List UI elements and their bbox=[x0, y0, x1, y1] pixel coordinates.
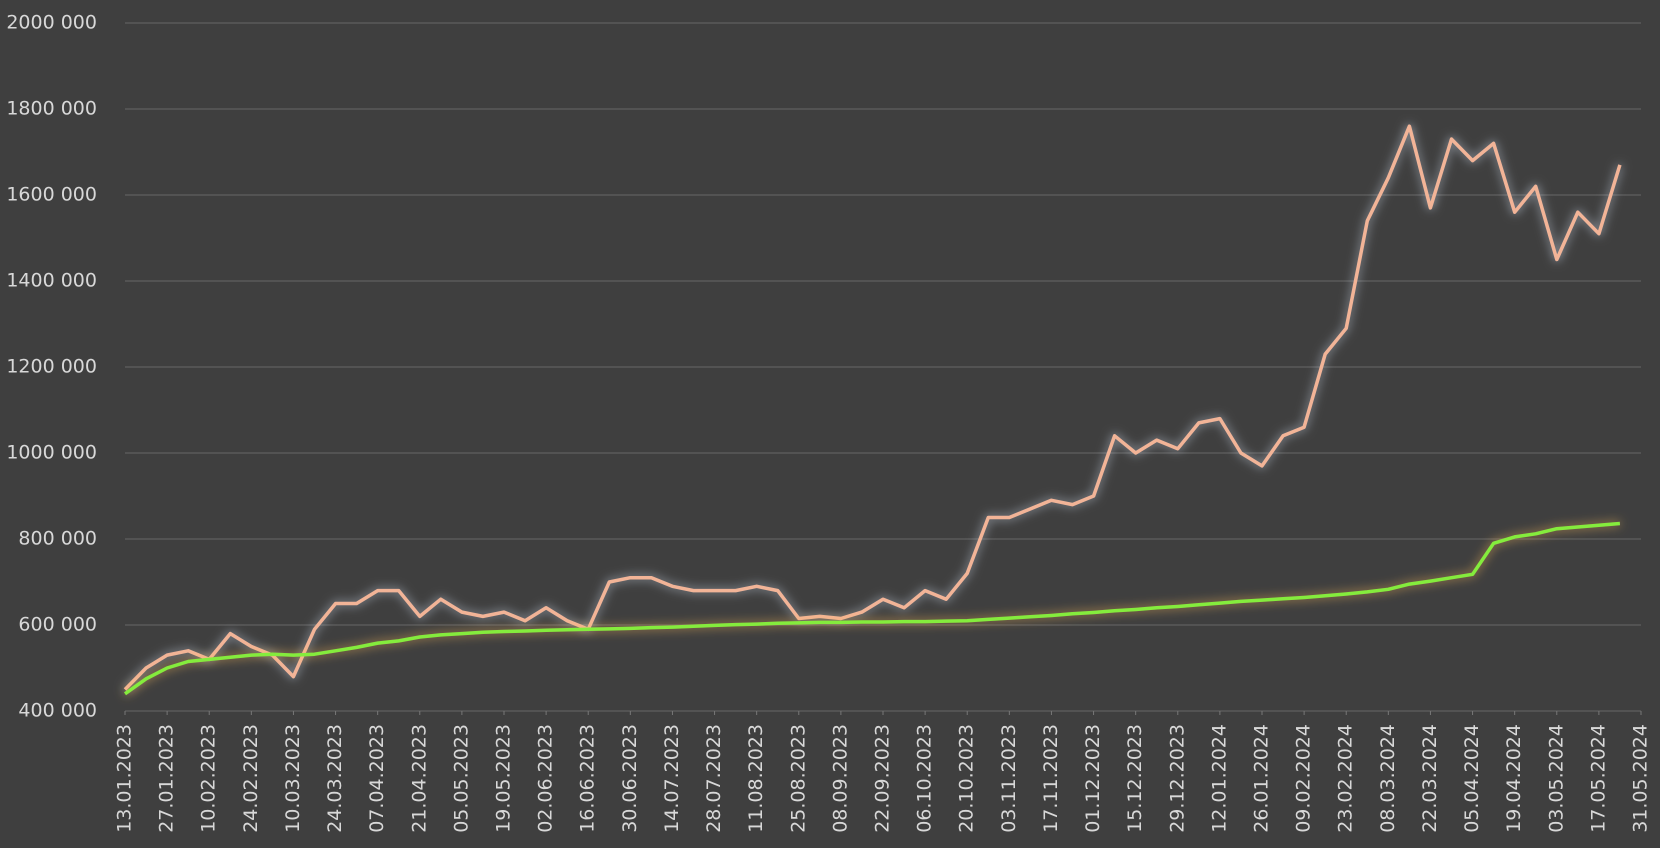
x-tick-label: 21.04.2023 bbox=[408, 724, 430, 833]
x-tick-label: 29.12.2023 bbox=[1166, 724, 1188, 833]
y-tick-label: 1800 000 bbox=[6, 98, 97, 120]
x-tick-label: 01.12.2023 bbox=[1082, 724, 1104, 833]
x-tick-label: 03.05.2024 bbox=[1545, 724, 1567, 833]
y-tick-label: 600 000 bbox=[18, 614, 97, 636]
x-tick-label: 08.09.2023 bbox=[829, 724, 851, 833]
x-tick-label: 11.08.2023 bbox=[745, 724, 767, 833]
x-tick-label: 16.06.2023 bbox=[577, 724, 599, 833]
y-tick-label: 1400 000 bbox=[6, 270, 97, 292]
x-tick-label: 22.09.2023 bbox=[872, 724, 894, 833]
x-tick-label: 24.02.2023 bbox=[240, 724, 262, 833]
x-tick-label: 27.01.2023 bbox=[156, 724, 178, 833]
x-tick-label: 03.11.2023 bbox=[998, 724, 1020, 833]
x-tick-label: 14.07.2023 bbox=[661, 724, 683, 833]
x-tick-label: 09.02.2024 bbox=[1293, 724, 1315, 833]
x-tick-label: 28.07.2023 bbox=[703, 724, 725, 833]
x-tick-label: 05.04.2024 bbox=[1461, 724, 1483, 833]
x-tick-label: 23.02.2024 bbox=[1335, 724, 1357, 833]
y-tick-label: 1600 000 bbox=[6, 184, 97, 206]
x-tick-label: 19.04.2024 bbox=[1503, 724, 1525, 833]
x-tick-label: 31.05.2024 bbox=[1630, 724, 1652, 833]
x-tick-label: 12.01.2024 bbox=[1208, 724, 1230, 833]
series-line bbox=[123, 521, 1621, 696]
y-tick-label: 2000 000 bbox=[6, 12, 97, 34]
x-tick-label: 25.08.2023 bbox=[787, 724, 809, 833]
y-tick-label: 800 000 bbox=[18, 528, 97, 550]
x-tick-label: 17.05.2024 bbox=[1587, 724, 1609, 833]
x-tick-label: 22.03.2024 bbox=[1419, 724, 1441, 833]
x-tick-label: 10.03.2023 bbox=[282, 724, 304, 833]
x-tick-label: 24.03.2023 bbox=[324, 724, 346, 833]
x-tick-label: 19.05.2023 bbox=[493, 724, 515, 833]
x-tick-label: 20.10.2023 bbox=[956, 724, 978, 833]
y-tick-label: 1000 000 bbox=[6, 442, 97, 464]
y-tick-label: 1200 000 bbox=[6, 356, 97, 378]
x-tick-label: 06.10.2023 bbox=[914, 724, 936, 833]
x-tick-label: 17.11.2023 bbox=[1040, 724, 1062, 833]
x-tick-label: 05.05.2023 bbox=[450, 724, 472, 833]
x-tick-label: 07.04.2023 bbox=[366, 724, 388, 833]
x-tick-label: 02.06.2023 bbox=[535, 724, 557, 833]
x-tick-label: 08.03.2024 bbox=[1377, 724, 1399, 833]
x-tick-label: 13.01.2023 bbox=[114, 724, 136, 833]
series-line bbox=[123, 124, 1622, 691]
x-tick-label: 30.06.2023 bbox=[619, 724, 641, 833]
x-tick-label: 15.12.2023 bbox=[1124, 724, 1146, 833]
x-tick-label: 26.01.2024 bbox=[1251, 724, 1273, 833]
y-tick-label: 400 000 bbox=[18, 700, 97, 722]
x-tick-label: 10.02.2023 bbox=[198, 724, 220, 833]
